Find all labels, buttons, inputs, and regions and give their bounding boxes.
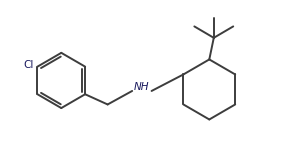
Text: Cl: Cl [24,60,34,70]
Text: NH: NH [133,82,149,92]
